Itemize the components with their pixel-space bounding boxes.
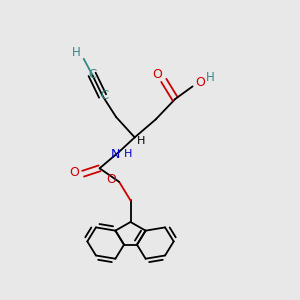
Text: O: O: [195, 76, 205, 89]
Text: H: H: [137, 136, 146, 146]
Text: C: C: [100, 89, 108, 103]
Text: C: C: [88, 68, 96, 81]
Text: O: O: [152, 68, 162, 82]
Text: H: H: [206, 71, 214, 85]
Text: N: N: [111, 148, 120, 161]
Text: H: H: [72, 46, 81, 59]
Text: O: O: [107, 173, 116, 186]
Text: O: O: [69, 166, 79, 179]
Text: H: H: [124, 149, 132, 159]
